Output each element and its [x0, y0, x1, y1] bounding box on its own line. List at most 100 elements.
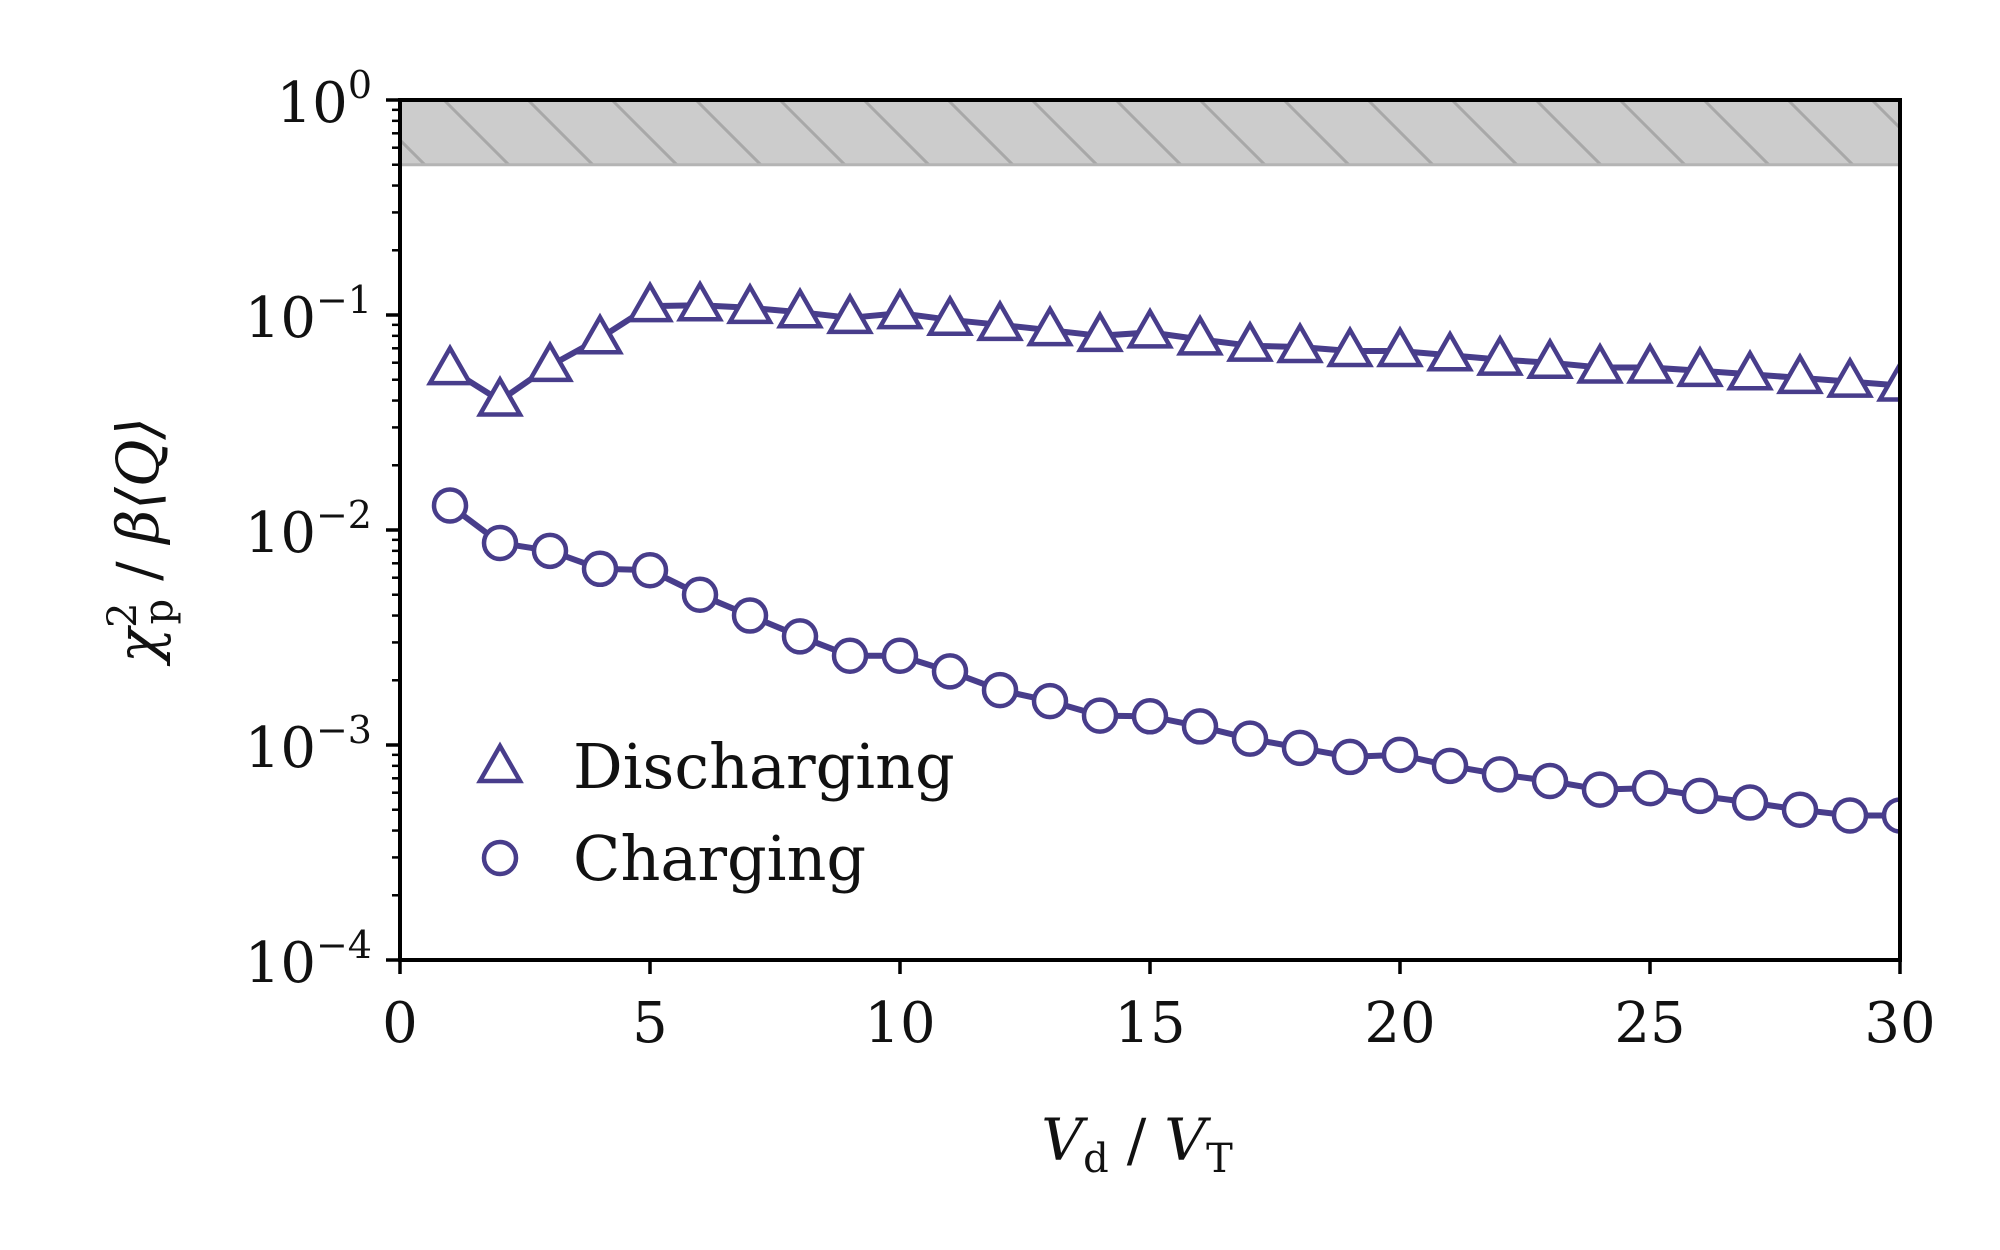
hatch-line: [1030, 100, 1098, 166]
data-point-charging: [631, 551, 669, 589]
hatch-line: [862, 100, 930, 166]
data-point-discharging: [426, 343, 474, 386]
data-point-charging: [781, 618, 819, 655]
x-tick-label: 10: [864, 991, 935, 1056]
hatch-line: [1870, 100, 1900, 131]
data-point-charging: [831, 637, 869, 675]
data-point-discharging: [976, 299, 1024, 342]
series-layer: [426, 279, 1900, 834]
data-point-discharging: [1276, 321, 1324, 364]
hatch-line: [400, 137, 426, 166]
data-point-charging: [1681, 777, 1719, 815]
x-tick-label: 20: [1364, 991, 1435, 1056]
data-point-discharging: [1476, 334, 1524, 376]
hatch-line: [1114, 100, 1182, 166]
data-point-charging: [431, 487, 469, 524]
hatch-line: [1786, 100, 1854, 166]
hatch-line: [1366, 100, 1434, 166]
hatch-line: [694, 100, 762, 166]
data-point-discharging: [626, 280, 674, 323]
data-point-discharging: [476, 375, 524, 417]
data-point-charging: [531, 532, 569, 570]
data-point-charging: [681, 576, 719, 613]
data-point-discharging: [676, 279, 724, 322]
x-tick-label: 15: [1114, 991, 1185, 1056]
legend-marker-charging: [481, 839, 519, 877]
data-point-discharging: [1126, 306, 1174, 349]
y-tick-label: 10−1: [245, 278, 372, 351]
data-point-discharging: [1776, 352, 1824, 395]
hatch-line: [1450, 100, 1518, 166]
data-point-charging: [1781, 791, 1819, 828]
data-point-discharging: [1226, 320, 1274, 362]
y-tick-label: 10−4: [245, 923, 372, 996]
shaded-region: [400, 100, 1900, 167]
data-point-charging: [1381, 736, 1419, 774]
hatch-line: [946, 100, 1014, 166]
data-point-charging: [1581, 771, 1619, 808]
data-point-charging: [1431, 747, 1469, 785]
data-point-discharging: [1876, 359, 1900, 402]
x-tick-label: 0: [382, 991, 418, 1056]
data-point-discharging: [1076, 310, 1124, 353]
y-axis-label: χ2p/β⟨Q⟩: [100, 417, 182, 667]
data-point-charging: [1531, 762, 1569, 800]
data-point-charging: [1731, 784, 1769, 821]
data-point-charging: [481, 524, 519, 562]
data-point-charging: [581, 550, 619, 588]
legend-label-charging: Charging: [573, 822, 866, 895]
legend: Discharging Charging: [476, 730, 955, 895]
hatch-line: [1198, 100, 1266, 166]
data-point-discharging: [1576, 341, 1624, 384]
data-point-charging: [1481, 756, 1519, 793]
data-point-discharging: [1676, 345, 1724, 388]
data-point-charging: [1881, 797, 1900, 834]
hatch-line: [1534, 100, 1602, 166]
data-point-discharging: [776, 286, 824, 329]
x-tick-label: 25: [1614, 991, 1685, 1056]
data-point-charging: [1231, 720, 1269, 757]
plot-frame: [398, 98, 1902, 962]
data-point-discharging: [576, 312, 624, 355]
hatch-line: [526, 100, 594, 166]
hatch-line: [610, 100, 678, 166]
data-point-charging: [981, 671, 1019, 709]
data-point-discharging: [726, 282, 774, 325]
tick-layer: 0 5 10 15 20 25 30 100 10−1 10−2 10−3 10−4: [245, 63, 1936, 1056]
data-point-charging: [1281, 729, 1319, 767]
y-tick-label: 10−3: [245, 708, 372, 781]
data-point-charging: [1181, 708, 1219, 745]
y-tick-label: 100: [277, 63, 372, 136]
legend-marker-discharging: [476, 741, 524, 784]
data-point-discharging: [526, 340, 574, 383]
data-point-discharging: [876, 287, 924, 330]
data-point-discharging: [826, 292, 874, 335]
data-point-charging: [1081, 697, 1119, 734]
x-tick-label: 5: [632, 991, 668, 1056]
hatch-line: [1702, 100, 1770, 166]
data-point-charging: [1131, 698, 1169, 735]
data-point-discharging: [1626, 341, 1674, 384]
legend-label-discharging: Discharging: [573, 730, 955, 803]
hatch-line: [778, 100, 846, 166]
data-point-charging: [1031, 682, 1069, 720]
x-tick-label: 30: [1864, 991, 1935, 1056]
data-point-charging: [931, 653, 969, 690]
data-point-discharging: [1326, 325, 1374, 368]
hatch-line: [442, 100, 510, 166]
data-point-charging: [731, 597, 769, 634]
data-point-discharging: [926, 294, 974, 337]
data-point-discharging: [1026, 304, 1074, 347]
data-point-discharging: [1376, 325, 1424, 368]
data-point-discharging: [1726, 348, 1774, 391]
hatch-line: [1618, 100, 1686, 166]
data-point-charging: [881, 637, 919, 675]
data-point-discharging: [1426, 329, 1474, 372]
data-point-charging: [1631, 769, 1669, 807]
data-point-discharging: [1526, 337, 1574, 379]
data-point-discharging: [1176, 313, 1224, 356]
hatch-line: [1282, 100, 1350, 166]
data-point-charging: [1331, 738, 1369, 776]
data-point-charging: [1831, 797, 1869, 834]
